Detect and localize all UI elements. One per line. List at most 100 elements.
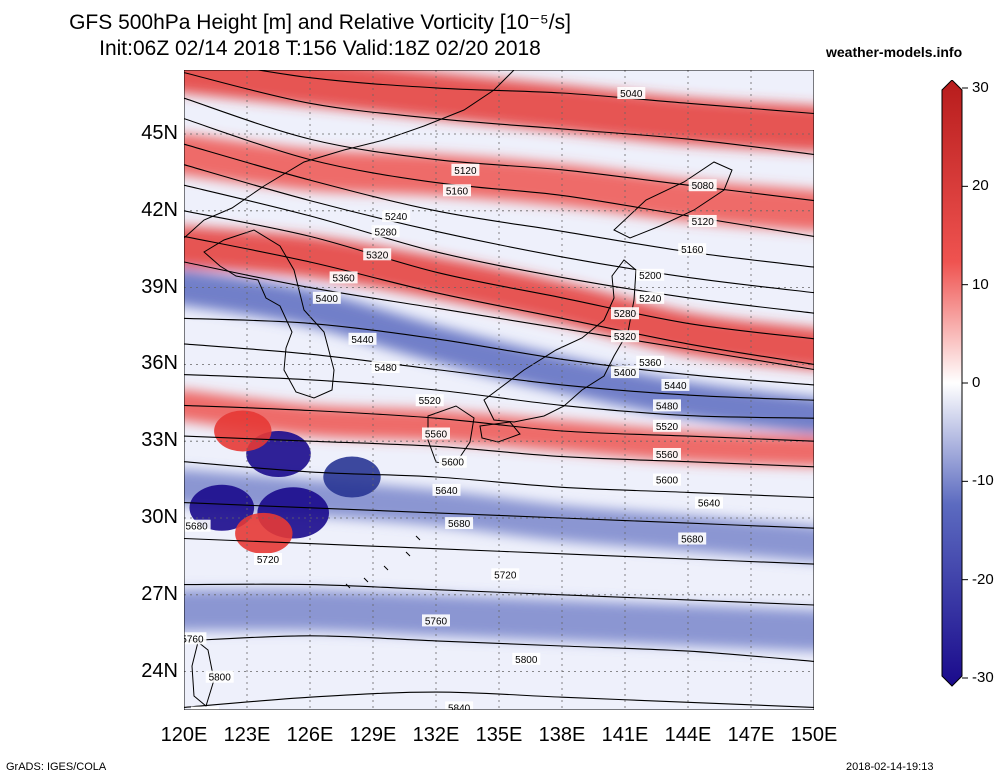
lat-label: 27N: [141, 582, 178, 605]
contour-label-bg: [636, 355, 665, 368]
contour-label-bg: [348, 332, 377, 345]
map-title-line1: GFS 500hPa Height [m] and Relative Vorti…: [69, 11, 571, 34]
contour-label: 5360: [332, 273, 355, 284]
colorbar-ramp: [941, 80, 963, 687]
contour-label-bg: [422, 614, 450, 627]
contour-label-bg: [205, 670, 234, 683]
contour-label: 5800: [209, 673, 232, 684]
contour-label: 5640: [698, 499, 721, 510]
lat-label: 33N: [141, 429, 178, 452]
contour-label-bg: [371, 361, 400, 373]
lon-label: 138E: [538, 724, 586, 746]
contour-line: [184, 317, 814, 386]
contour-label: 5640: [435, 486, 458, 497]
contour-label-bg: [184, 519, 211, 532]
contour-label: 5240: [385, 212, 408, 223]
contour-label-bg: [611, 366, 639, 379]
contour-label: 5600: [442, 458, 465, 469]
lon-label: 120E: [160, 724, 208, 746]
contour-label-bg: [422, 427, 450, 440]
lat-label: 42N: [141, 198, 178, 221]
colorbar: [941, 80, 968, 687]
lon-label: 150E: [790, 724, 838, 746]
lat-label: 30N: [141, 506, 178, 528]
colorbar-ticks: [962, 87, 968, 679]
vorticity-cells: [189, 410, 381, 554]
contour-label: 5280: [374, 227, 397, 238]
contour-label: 5480: [374, 363, 397, 374]
lat-label: 36N: [141, 352, 178, 375]
contour-label-bg: [329, 271, 358, 284]
contour-label: 5680: [681, 535, 704, 546]
contour-label: 5360: [639, 358, 662, 369]
contour-line: [184, 435, 814, 468]
contour-label: 5840: [448, 703, 471, 710]
contour-label-bg: [438, 455, 467, 468]
contour-label: 5040: [620, 89, 643, 100]
contour-label: 5600: [656, 476, 679, 487]
colorbar-label: -30: [972, 669, 994, 686]
contour-label: 5400: [316, 294, 339, 305]
lon-label: 144E: [664, 724, 712, 746]
contour-label: 5760: [425, 616, 448, 627]
contour-label-bg: [653, 473, 681, 486]
lon-label: 141E: [601, 724, 649, 746]
contour-line: [184, 261, 814, 371]
honshu-coastline: [483, 259, 637, 423]
contour-label-bg: [678, 532, 707, 545]
contour-label-bg: [636, 291, 665, 304]
contour-line: [184, 502, 814, 529]
contour-line: [184, 184, 814, 314]
contour-label-bg: [688, 179, 717, 192]
contour-label: 5400: [614, 368, 637, 379]
korea-coastline: [203, 229, 335, 399]
contour-line: [184, 537, 814, 565]
contour-label-bg: [611, 307, 639, 320]
contour-label-bg: [184, 632, 207, 645]
contour-label: 5160: [681, 245, 704, 256]
contour-label: 5080: [692, 181, 715, 192]
colorbar-label: -20: [972, 570, 994, 588]
contour-line: [184, 164, 814, 294]
contour-label: 5240: [639, 294, 662, 305]
contour-label: 5440: [664, 381, 687, 392]
colorbar-label: 30: [972, 79, 989, 96]
contour-label: 5160: [446, 186, 469, 197]
contour-label-bg: [415, 394, 444, 407]
vorticity-cell: [214, 410, 272, 452]
height-contours: [184, 70, 814, 708]
contour-label: 5680: [185, 522, 208, 533]
vorticity-band: [184, 226, 814, 370]
vorticity-cell: [235, 512, 293, 554]
contour-label-bg: [371, 225, 400, 238]
contour-label: 5760: [184, 634, 204, 645]
contour-label-bg: [611, 330, 639, 343]
footer-right: 2018-02-14-19:13: [846, 761, 934, 773]
contour-label: 5560: [656, 450, 679, 461]
map-title-line2: Init:06Z 02/14 2018 T:156 Valid:18Z 02/2…: [99, 37, 541, 60]
contour-label: 5120: [454, 166, 477, 177]
mainland-coastline: [184, 70, 515, 239]
contour-label: 5320: [614, 332, 637, 343]
colorbar-label: -10: [972, 472, 994, 490]
contour-label-bg: [688, 215, 717, 227]
contour-label-bg: [382, 209, 411, 222]
contour-line: [184, 691, 814, 708]
kyushu-coastline: [427, 405, 475, 467]
lat-label: 24N: [141, 659, 178, 682]
contour-line: [184, 72, 814, 156]
contour-label-bg: [191, 706, 219, 710]
contour-label-bg: [636, 268, 665, 281]
contour-label-bg: [653, 448, 681, 460]
contour-label-bg: [695, 496, 723, 509]
contour-line: [184, 235, 814, 365]
contour-label: 5560: [425, 430, 448, 441]
contour-label-bg: [445, 701, 474, 710]
contour-label-bg: [443, 184, 471, 197]
site-label: weather-models.info: [826, 44, 963, 60]
contour-label: 5440: [351, 335, 374, 346]
contour-label-bg: [432, 483, 461, 496]
contour-label: 5680: [448, 519, 471, 530]
